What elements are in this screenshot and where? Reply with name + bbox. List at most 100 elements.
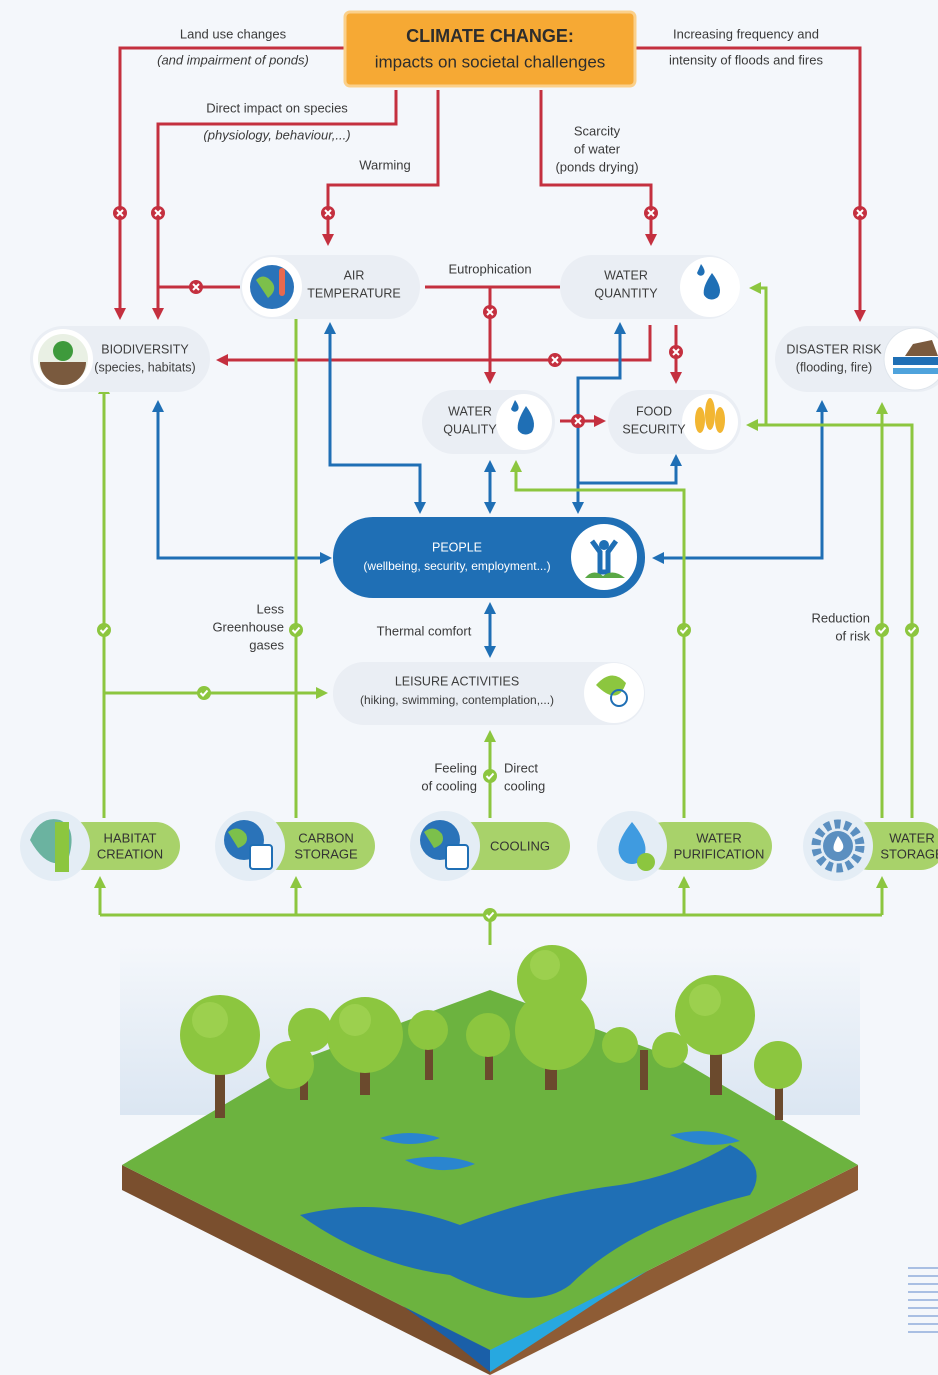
shape-use [321, 206, 335, 220]
shape-use [677, 623, 691, 637]
challenges-text: TEMPERATURE [307, 286, 401, 300]
diagram: CLIMATE CHANGE: impacts on societal chal… [0, 0, 938, 1375]
impact-label: Eutrophication [448, 261, 531, 276]
node-water-quality: WATER QUALITY [422, 390, 555, 454]
impact-label: (and impairment of ponds) [157, 52, 309, 67]
impact-label: (ponds drying) [555, 159, 638, 174]
challenges-text: PEOPLE [432, 540, 482, 554]
shape-use [483, 908, 497, 922]
title-box [345, 12, 635, 86]
shape-path [578, 460, 676, 483]
title: CLIMATE CHANGE: [406, 26, 574, 46]
shape-circle [192, 1002, 228, 1038]
impact-label: (physiology, behaviour,...) [203, 127, 350, 142]
shape-rect [250, 845, 272, 869]
node-biodiversity: BIODIVERSITY (species, habitats) [30, 326, 210, 392]
shape-circle [602, 1027, 638, 1063]
benefit-label: Greenhouse [212, 619, 284, 634]
services-text: WATER [889, 830, 935, 845]
node-disaster-risk: DISASTER RISK (flooding, fire) [775, 326, 938, 392]
services-text: WATER [696, 830, 742, 845]
shape-circle [530, 950, 560, 980]
challenges-text: FOOD [636, 404, 672, 418]
challenges-text: BIODIVERSITY [101, 342, 189, 356]
shape-rect [279, 268, 285, 296]
shape-use [548, 353, 562, 367]
service-carbon-storage: CARBON STORAGE [215, 811, 375, 881]
shape-path [158, 406, 326, 558]
services-text: STORAGE [294, 846, 358, 861]
impact-label: of water [574, 141, 621, 156]
benefit-label: Direct [504, 760, 538, 775]
service-cooling: COOLING [410, 811, 570, 881]
shape-ellipse [715, 407, 725, 433]
benefit-label: of cooling [421, 778, 477, 793]
shape-use [571, 414, 585, 428]
services-text: STORAGE [880, 846, 938, 861]
challenges-text: LEISURE ACTIVITIES [395, 674, 519, 688]
challenges-text: (hiking, swimming, contemplation,...) [360, 693, 554, 707]
shape-rect [893, 368, 938, 374]
impact-label: intensity of floods and fires [669, 52, 823, 67]
services-text: CARBON [298, 830, 354, 845]
shape-use [875, 623, 889, 637]
benefit-label: of risk [835, 628, 870, 643]
shape-circle [288, 1008, 332, 1052]
service-water-purification: WATER PURIFICATION [597, 811, 772, 881]
impact-label: Increasing frequency and [673, 26, 819, 41]
impact-label: Scarcity [574, 123, 621, 138]
subtitle: impacts on societal challenges [375, 52, 606, 71]
shape-use [644, 206, 658, 220]
shape-use [197, 686, 211, 700]
challenges-text: WATER [604, 268, 648, 282]
node-people: PEOPLE (wellbeing, security, employment.… [333, 517, 645, 598]
challenges-text: (species, habitats) [94, 360, 195, 374]
shape-use [483, 769, 497, 783]
shape-circle [754, 1041, 802, 1089]
impact-label: Direct impact on species [206, 100, 348, 115]
shape-use [113, 206, 127, 220]
shape-circle [637, 853, 655, 871]
shape-path [222, 325, 650, 360]
shape-rect [55, 822, 69, 872]
benefit-label: cooling [504, 778, 545, 793]
impact-label: Warming [359, 157, 411, 172]
benefit-label: gases [249, 637, 284, 652]
shape-path [330, 328, 420, 508]
shape-rect [640, 1050, 648, 1090]
shape-circle [571, 524, 637, 590]
pond-landscape [120, 945, 860, 1375]
challenges-text: (flooding, fire) [796, 360, 872, 374]
challenges-text: QUALITY [443, 422, 497, 436]
service-water-storage: WATER STORAGE [803, 811, 938, 881]
service-habitat-creation: HABITAT CREATION [20, 811, 180, 881]
shape-circle [53, 341, 73, 361]
shape-use [853, 206, 867, 220]
shape-rect [446, 845, 468, 869]
shape-circle [339, 1004, 371, 1036]
node-food-security: FOOD SECURITY [608, 390, 741, 454]
shape-use [905, 623, 919, 637]
node-leisure: LEISURE ACTIVITIES (hiking, swimming, co… [333, 662, 645, 725]
shape-circle [675, 975, 755, 1055]
node-water-quantity: WATER QUANTITY [560, 255, 740, 319]
challenges-text: AIR [344, 268, 365, 282]
shape-use [483, 305, 497, 319]
services-text: PURIFICATION [674, 846, 765, 861]
benefit-label: Feeling [434, 760, 477, 775]
challenges-text: DISASTER RISK [786, 342, 882, 356]
shape-ellipse [695, 407, 705, 433]
benefit-label: Less [257, 601, 285, 616]
shape-circle [466, 1013, 510, 1057]
shape-use [289, 623, 303, 637]
stripes [908, 1268, 938, 1332]
shape-use [189, 280, 203, 294]
impact-label: Land use changes [180, 26, 287, 41]
shape-rect [893, 357, 938, 365]
challenges-text: (wellbeing, security, employment...) [363, 559, 550, 573]
challenges-text: QUANTITY [594, 286, 658, 300]
challenges-text: WATER [448, 404, 492, 418]
services-text: CREATION [97, 846, 163, 861]
services-text: COOLING [490, 838, 550, 853]
benefit-label: Reduction [811, 610, 870, 625]
